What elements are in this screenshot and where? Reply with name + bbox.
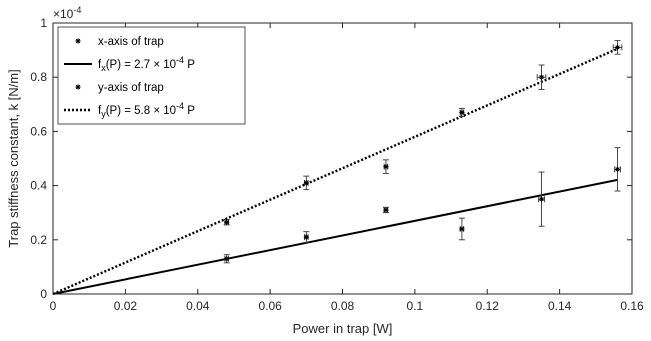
fit-line-y [52, 47, 619, 296]
x-tick-label: 0.16 [620, 299, 644, 313]
data-point-s0-p5 [614, 166, 621, 172]
data-point-s0-p2 [383, 207, 389, 213]
data-point-s0-p0 [224, 256, 230, 262]
y-tick-label: 1 [40, 16, 47, 30]
axes: 0 0.02 0.04 0.06 0.08 0.1 0.12 0.14 0.16 0 0.2 0.4 0… [6, 5, 644, 336]
x-tick-label: 0 [50, 299, 57, 313]
data-point-s1-p3 [459, 109, 465, 116]
legend-marker-2 [75, 84, 81, 90]
data-point-s1-p4 [538, 74, 545, 80]
y-tick-label: 0.2 [30, 233, 47, 247]
data-point-s1-p5 [614, 44, 621, 50]
x-tick-label: 0.12 [476, 299, 500, 313]
data-point-s0-p3 [459, 226, 465, 232]
data-point-s1-p0 [224, 219, 230, 225]
y-tick-label: 0.6 [30, 124, 47, 138]
legend-label-1: fx(P) = 2.7 × 10-4 P [98, 55, 195, 73]
legend-label-3: fy(P) = 5.8 × 10-4 P [98, 101, 195, 119]
error-bar-s1-p5 [612, 40, 623, 55]
y-tick-label: 0.8 [30, 70, 47, 84]
legend-marker-0 [75, 38, 81, 44]
y-tick-label: 0.4 [30, 179, 47, 193]
data-point-s0-p1 [303, 234, 309, 240]
legend-label-0: x-axis of trap [98, 36, 164, 48]
x-tick-label: 0.02 [114, 299, 138, 313]
data-point-s1-p1 [303, 180, 309, 186]
data-point-s1-p2 [383, 164, 389, 170]
legend-label-2: y-axis of trap [98, 82, 164, 94]
x-tick-label: 0.06 [258, 299, 282, 313]
x-tick-label: 0.14 [548, 299, 572, 313]
y-tick-label: 0 [40, 287, 47, 301]
x-tick-label: 0.04 [186, 299, 210, 313]
legend: x-axis of trap fx(P) = 2.7 × 10-4 P y-axis… [57, 26, 246, 125]
x-tick-label: 0.1 [407, 299, 424, 313]
y-exponent-label: ×10-4 [53, 5, 81, 21]
legend-box [57, 26, 246, 125]
data-points [224, 44, 621, 262]
error-bars [223, 40, 623, 264]
fit-lines [52, 47, 619, 296]
x-tick-label: 0.08 [331, 299, 355, 313]
data-point-s0-p4 [538, 196, 545, 202]
x-axis-title: Power in trap [W] [293, 321, 393, 336]
fit-line-x [52, 178, 618, 295]
y-axis-title: Trap stiffness constant, k [N/m] [6, 69, 21, 247]
